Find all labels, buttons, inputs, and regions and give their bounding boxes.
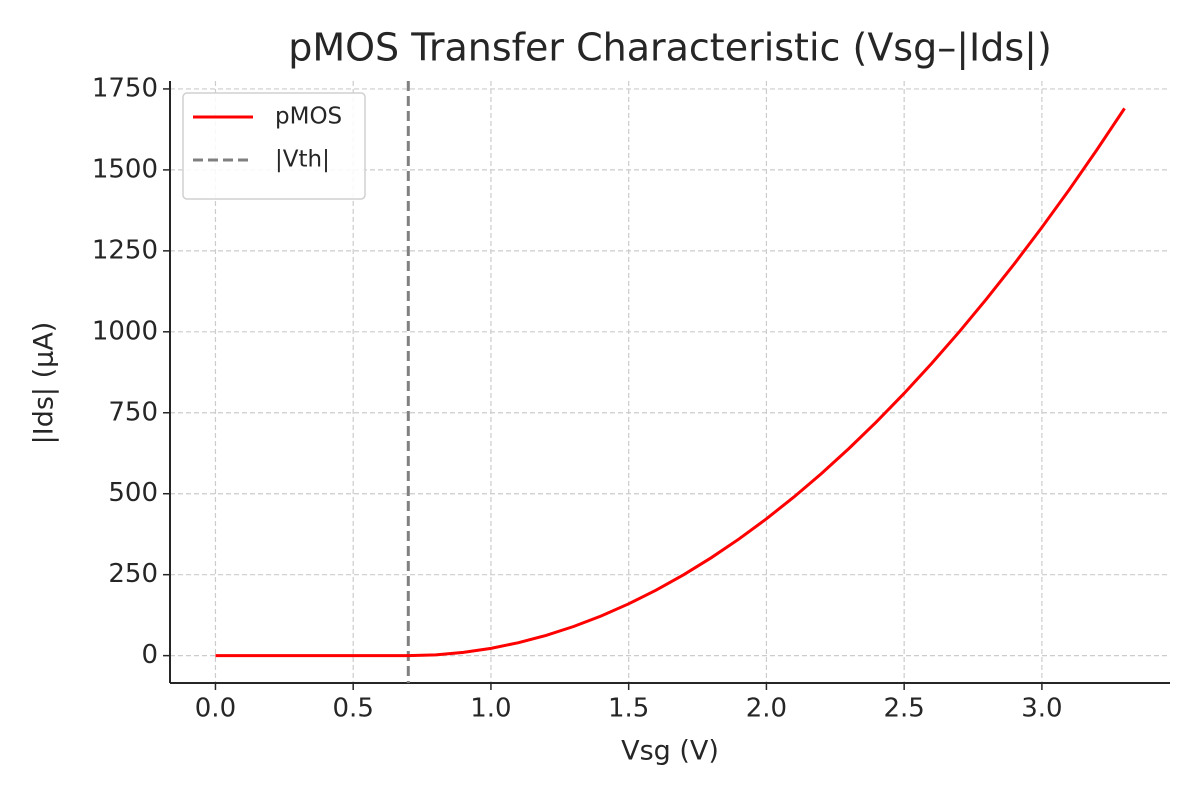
x-tick-label: 2.0 xyxy=(746,694,787,724)
x-axis-label: Vsg (V) xyxy=(621,736,719,767)
x-tick-label: 1.5 xyxy=(608,694,649,724)
x-tick-label: 2.5 xyxy=(883,694,924,724)
y-tick-label: 1250 xyxy=(92,235,158,265)
chart-title: pMOS Transfer Characteristic (Vsg–|Ids|) xyxy=(288,26,1052,71)
y-tick-label: 1750 xyxy=(92,73,158,103)
y-tick-label: 750 xyxy=(108,397,158,427)
y-tick-label: 500 xyxy=(108,478,158,508)
y-axis-label: |Ids| (µA) xyxy=(29,322,60,445)
legend-box xyxy=(182,92,366,200)
y-tick-label: 250 xyxy=(108,559,158,589)
x-tick-label: 1.0 xyxy=(470,694,511,724)
y-tick-label: 1000 xyxy=(92,316,158,346)
data-line xyxy=(215,107,1126,658)
y-tick-label: 0 xyxy=(141,640,158,670)
x-tick-label: 3.0 xyxy=(1021,694,1062,724)
legend-label: pMOS xyxy=(275,104,342,130)
y-tick-label: 1500 xyxy=(92,154,158,184)
legend-label: |Vth| xyxy=(275,147,330,173)
x-tick-label: 0.0 xyxy=(195,694,236,724)
x-tick-label: 0.5 xyxy=(333,694,374,724)
